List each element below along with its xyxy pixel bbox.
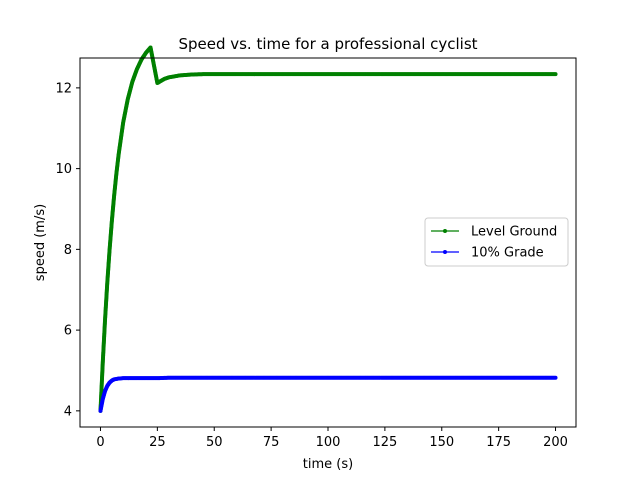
series-level-ground: [98, 45, 558, 413]
x-tick-label: 50: [206, 435, 223, 450]
series-layer: [98, 45, 558, 413]
y-axis-ticks: 4 6 8 10 12: [55, 81, 80, 419]
legend-box: [424, 217, 569, 267]
y-tick-label: 4: [64, 404, 72, 419]
x-tick-label: 75: [263, 435, 280, 450]
legend-label-level-ground: Level Ground: [471, 225, 557, 240]
x-axis-ticks: 0 25 50 75 100 125 150 175 200: [96, 427, 568, 450]
legend-marker-10-grade: [443, 250, 447, 254]
legend-label-10-grade: 10% Grade: [471, 246, 544, 261]
y-tick-label: 10: [55, 162, 72, 177]
x-tick-label: 175: [486, 435, 511, 450]
series-10-grade: [98, 375, 558, 413]
x-tick-label: 0: [96, 435, 104, 450]
sample-marker-level-ground: [552, 72, 557, 77]
chart-title: Speed vs. time for a professional cyclis…: [178, 35, 477, 53]
y-tick-label: 12: [55, 81, 72, 96]
sample-marker-10-grade: [552, 375, 557, 380]
legend-marker-level-ground: [443, 229, 447, 233]
x-tick-label: 150: [429, 435, 454, 450]
y-axis-label: speed (m/s): [33, 204, 48, 281]
x-axis-label: time (s): [303, 457, 353, 472]
x-tick-label: 125: [372, 435, 397, 450]
legend: Level Ground 10% Grade: [424, 217, 569, 267]
x-tick-label: 200: [543, 435, 568, 450]
x-tick-label: 25: [149, 435, 166, 450]
y-tick-label: 6: [64, 324, 72, 339]
y-tick-label: 8: [64, 243, 72, 258]
x-tick-label: 100: [316, 435, 341, 450]
